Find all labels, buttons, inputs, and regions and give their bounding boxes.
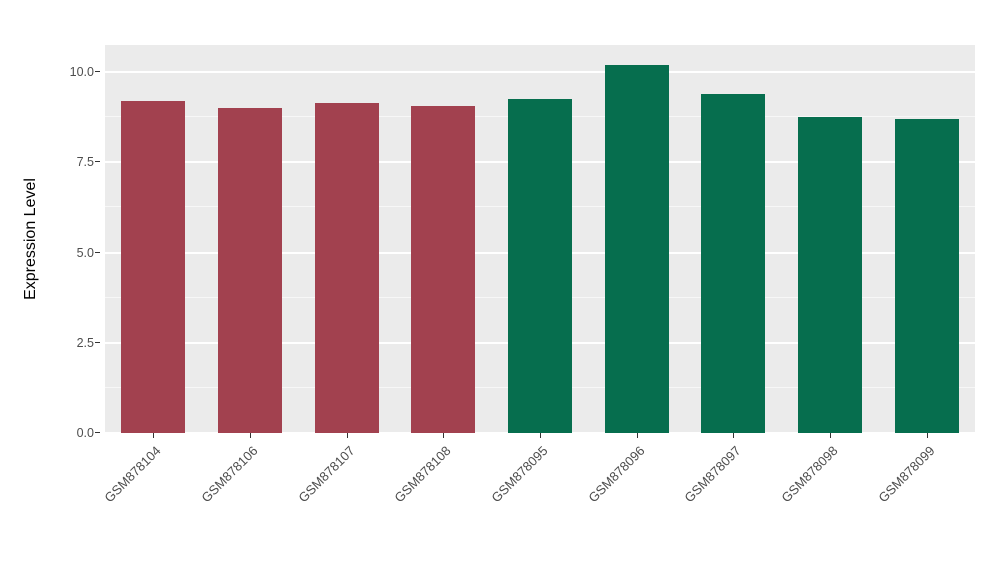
x-tick-mark: [830, 433, 831, 438]
x-tick-mark: [540, 433, 541, 438]
bar-GSM878104: [121, 100, 186, 433]
y-tick-mark: [95, 341, 100, 343]
y-tick-mark: [95, 161, 100, 163]
bar-slot: [298, 45, 395, 433]
y-tick-mark: [95, 71, 100, 73]
bar-GSM878108: [411, 106, 476, 433]
x-tick-label-GSM878108: GSM878108: [391, 443, 454, 506]
x-tick-mark: [733, 433, 735, 438]
bar-GSM878106: [218, 108, 282, 433]
x-tick-mark: [249, 433, 251, 438]
bar-GSM878096: [604, 64, 669, 433]
x-tick-label-GSM878097: GSM878097: [681, 443, 744, 506]
bar-slot: [782, 45, 879, 433]
bar-slot: [878, 45, 975, 433]
y-tick-label: 7.5: [76, 155, 94, 170]
bar-GSM878107: [314, 102, 379, 433]
bar-slot: [685, 45, 782, 433]
bar-slot: [492, 45, 589, 433]
y-tick-label: 0.0: [76, 426, 94, 440]
plot-panel: [105, 45, 975, 434]
y-tick-label: 2.5: [76, 335, 94, 350]
x-tick-mark: [443, 433, 445, 438]
y-tick-mark: [95, 432, 100, 433]
y-axis-title: Expression Level: [14, 45, 48, 433]
y-tick-label: 5.0: [76, 245, 94, 260]
x-axis-tick-labels: GSM878104 GSM878106 GSM878107 GSM878108 GSM8…: [101, 433, 975, 573]
bar-GSM878097: [701, 93, 766, 433]
gridline-major: [105, 71, 975, 74]
y-axis-tick-labels: 0.0 2.5 5.0 7.5 10.0: [48, 45, 100, 440]
x-tick-label-GSM878098: GSM878098: [778, 443, 841, 506]
x-tick-label-GSM878106: GSM878106: [198, 443, 261, 506]
x-tick-label-GSM878096: GSM878096: [585, 443, 648, 506]
y-axis-title-text: Expression Level: [22, 178, 39, 300]
bars-container: [105, 45, 975, 433]
x-tick-label-GSM878107: GSM878107: [295, 443, 358, 506]
x-tick-label-GSM878099: GSM878099: [875, 443, 938, 506]
bar-slot: [105, 45, 202, 433]
bar-slot: [395, 45, 492, 433]
x-tick-label-GSM878104: GSM878104: [101, 443, 164, 506]
x-tick-mark: [926, 433, 928, 438]
bar-GSM878098: [798, 117, 862, 433]
bar-GSM878095: [508, 99, 572, 433]
bar-GSM878099: [894, 119, 959, 433]
y-tick-mark: [95, 251, 100, 253]
x-tick-mark: [346, 433, 348, 438]
y-tick-label: 10.0: [69, 65, 94, 80]
bar-slot: [202, 45, 299, 433]
x-tick-mark: [636, 433, 638, 438]
x-tick-mark: [153, 433, 155, 438]
bar-slot: [588, 45, 685, 433]
x-tick-label-GSM878095: GSM878095: [488, 443, 551, 506]
